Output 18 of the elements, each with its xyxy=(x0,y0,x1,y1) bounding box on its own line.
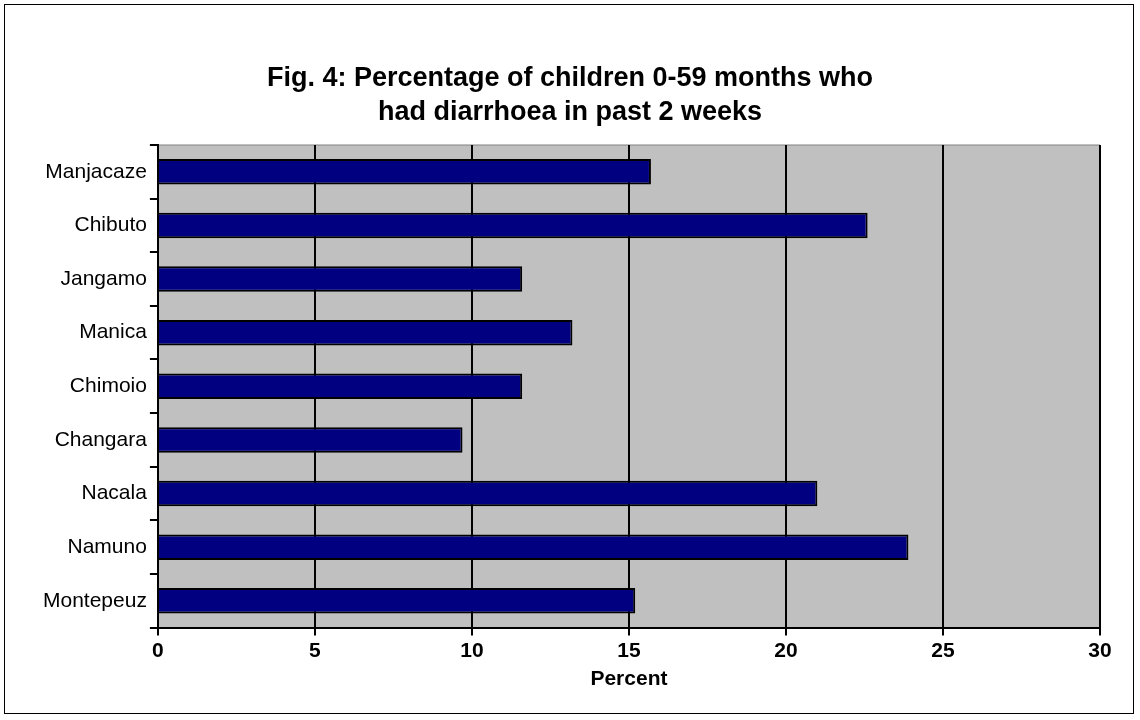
y-tick-label: Manjacaze xyxy=(45,158,147,182)
y-tick-label: Namuno xyxy=(67,533,147,557)
y-tick-label: Chibuto xyxy=(74,212,147,236)
x-tick-label: 25 xyxy=(931,638,955,661)
y-tick-label: Jangamo xyxy=(60,265,147,289)
x-tick-label: 15 xyxy=(617,638,641,661)
y-tick-label: Nacala xyxy=(81,480,148,504)
y-tick-label: Changara xyxy=(54,426,148,450)
y-tick-label: Manica xyxy=(79,319,148,343)
x-tick-label: 10 xyxy=(460,638,484,661)
chart-title: Fig. 4: Percentage of children 0-59 months who had diarrhoea in past 2 weeks xyxy=(265,61,875,128)
x-axis-title: Percent xyxy=(590,666,668,690)
x-tick-label: 30 xyxy=(1088,638,1112,661)
x-tick-label: 20 xyxy=(774,638,798,661)
y-tick-label: Chimoio xyxy=(69,373,147,397)
x-tick-label: 5 xyxy=(309,638,322,661)
x-tick-label: 0 xyxy=(152,638,164,661)
y-tick-label: Montepeuz xyxy=(43,587,147,611)
